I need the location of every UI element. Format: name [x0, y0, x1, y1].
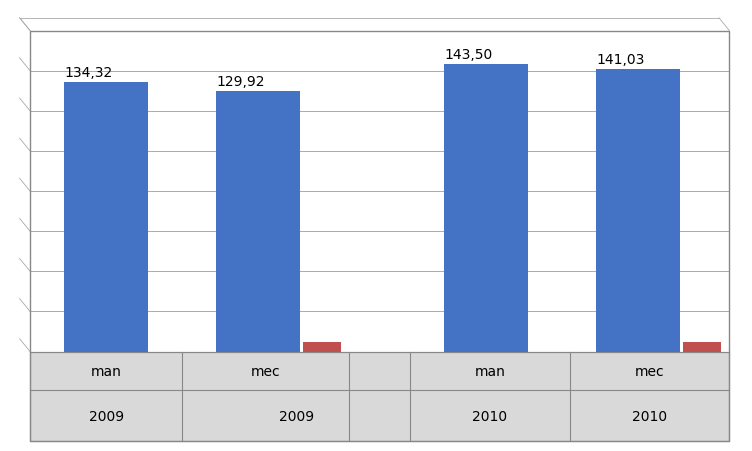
Bar [30, 352, 729, 442]
Text: man: man [475, 364, 505, 378]
Text: man: man [91, 364, 122, 378]
Bar [596, 69, 680, 352]
Text: 141,03: 141,03 [596, 53, 644, 67]
Text: 2010: 2010 [472, 409, 508, 423]
Text: 134,32: 134,32 [64, 66, 113, 80]
Text: mec: mec [251, 364, 280, 378]
Text: 2010: 2010 [632, 409, 667, 423]
Bar [217, 92, 300, 352]
Bar [64, 83, 148, 352]
Text: 143,50: 143,50 [444, 48, 493, 62]
Text: mec: mec [635, 364, 665, 378]
Bar [303, 342, 341, 352]
Text: 2009: 2009 [89, 409, 123, 423]
Bar [444, 64, 528, 352]
Text: 2009: 2009 [278, 409, 314, 423]
Bar [683, 342, 721, 352]
Text: 129,92: 129,92 [217, 75, 265, 89]
